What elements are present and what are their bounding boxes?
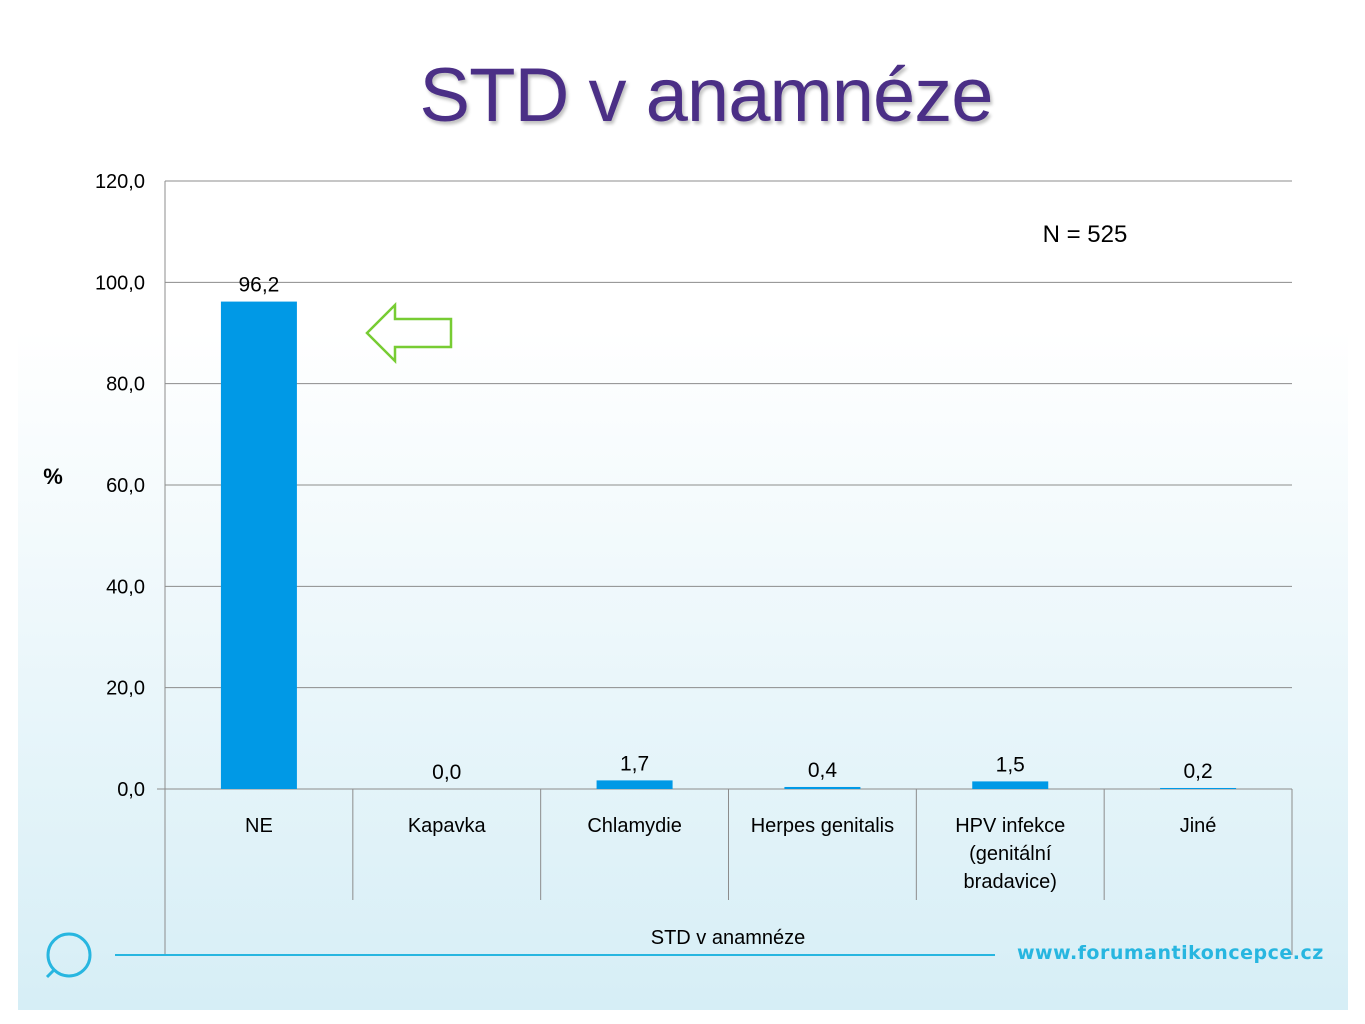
value-label: 0,2 — [1183, 760, 1212, 783]
value-labels: 96,2 0,0 1,7 0,4 1,5 0,2 — [238, 274, 1212, 784]
category-label: (genitální — [969, 843, 1052, 865]
left-arrow-icon — [365, 301, 453, 365]
bar — [596, 780, 673, 789]
category-label: NE — [245, 815, 273, 837]
bar — [220, 301, 297, 789]
gridlines — [157, 180, 1293, 955]
y-tick-label: 120,0 — [95, 171, 145, 193]
y-tick-label: 0,0 — [117, 779, 145, 801]
category-label: HPV infekce — [955, 815, 1065, 837]
value-label: 0,4 — [808, 759, 838, 782]
value-label: 1,7 — [620, 752, 649, 775]
bar — [972, 781, 1049, 789]
website-link[interactable]: www.forumantikoncepce.cz — [1017, 942, 1324, 964]
y-axis-label: % — [43, 464, 63, 489]
category-label: Herpes genitalis — [751, 815, 894, 837]
bar — [784, 786, 861, 789]
value-label: 0,0 — [432, 761, 461, 784]
y-axis-ticks: 0,0 20,0 40,0 60,0 80,0 100,0 120,0 — [95, 171, 145, 801]
value-label: 96,2 — [238, 274, 279, 297]
category-labels: NE Kapavka Chlamydie Herpes genitalis HPV in… — [245, 815, 1216, 893]
speech-bubble-logo-icon — [45, 932, 92, 979]
y-tick-label: 20,0 — [106, 678, 145, 700]
category-label: Chlamydie — [587, 815, 681, 837]
y-tick-label: 40,0 — [106, 576, 145, 598]
y-tick-label: 100,0 — [95, 272, 145, 294]
sample-size-note: N = 525 — [1043, 221, 1128, 248]
bars — [220, 301, 1237, 789]
slide-title: STD v anamnéze — [419, 53, 993, 138]
footer-line — [115, 954, 995, 956]
category-label: Kapavka — [408, 815, 487, 837]
y-tick-label: 80,0 — [106, 374, 145, 396]
category-label: Jiné — [1180, 815, 1217, 837]
x-axis-label: STD v anamnéze — [651, 927, 806, 949]
bar — [1160, 787, 1237, 789]
y-tick-label: 60,0 — [106, 475, 145, 497]
category-label: bradavice) — [964, 871, 1057, 893]
value-label: 1,5 — [996, 753, 1025, 776]
